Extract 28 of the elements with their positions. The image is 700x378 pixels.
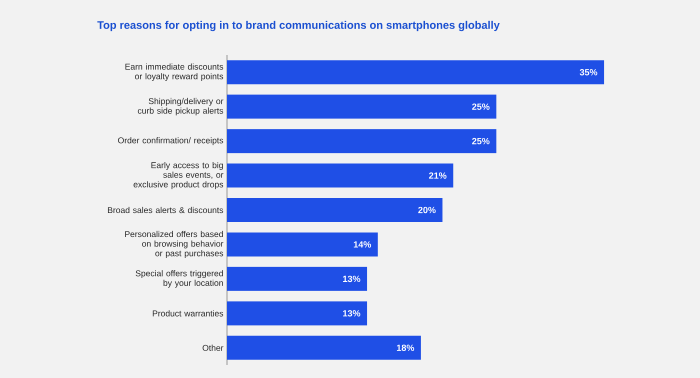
bar (227, 232, 378, 256)
data-label: 18% (396, 344, 414, 351)
data-label: 21% (429, 172, 446, 179)
y-tick-label: Special offers triggered by your location (136, 270, 223, 288)
y-tick-label: Broad sales alerts & discounts (108, 206, 224, 214)
y-tick-label: Early access to big sales events, or exclusive product drops (134, 162, 224, 190)
bar (227, 266, 368, 291)
data-label: 13% (343, 310, 360, 317)
y-tick-label: Shipping/delivery or curb side pickup alerts (138, 98, 224, 116)
data-label: 13% (343, 276, 360, 282)
bar (227, 164, 454, 188)
bar (227, 94, 496, 119)
data-label: 35% (580, 69, 598, 76)
bar (227, 301, 368, 326)
y-tick-label: Earn immediate discounts or loyalty reward points (125, 63, 224, 81)
data-label: 25% (472, 138, 490, 144)
y-tick-label: Order confirmation/ receipts (118, 137, 224, 146)
y-tick-label: Personalized offers based on browsing behavior or past purchases (125, 230, 224, 258)
bar (227, 60, 604, 84)
bar (227, 198, 442, 222)
chart-title: Top reasons for opting in to brand communications on smartphones globally (97, 20, 500, 32)
data-label: 20% (418, 206, 436, 214)
y-tick-label: Product warranties (152, 310, 224, 316)
y-tick-label: Other (202, 344, 224, 351)
bar (227, 336, 421, 360)
data-label: 25% (472, 103, 490, 110)
data-label: 14% (354, 241, 372, 248)
bar (227, 129, 496, 154)
